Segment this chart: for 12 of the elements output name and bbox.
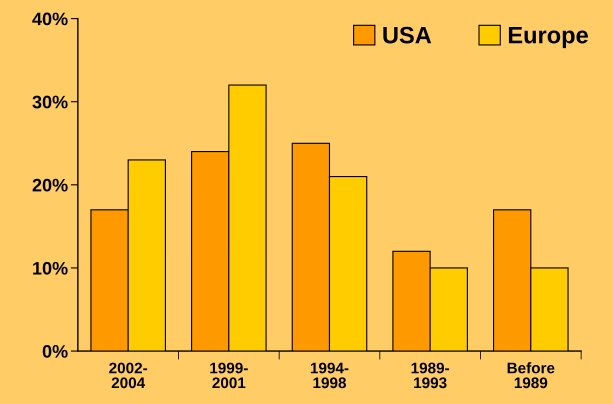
y-tick-label: 10% bbox=[33, 262, 68, 275]
y-tick-label: 0% bbox=[42, 345, 68, 358]
x-tick-label: 1989- 1993 bbox=[412, 362, 450, 388]
x-tick-label: 1994- 1998 bbox=[310, 362, 348, 388]
x-tick-label: 2002- 2004 bbox=[109, 362, 148, 388]
y-tick-label: 40% bbox=[32, 12, 68, 26]
legend-label: Europe bbox=[508, 26, 588, 48]
legend-label: USA bbox=[383, 26, 432, 44]
x-tick-label: Before 1989 bbox=[508, 362, 554, 388]
x-tick-label: 1999- 2001 bbox=[210, 362, 248, 388]
y-tick-label: 20% bbox=[32, 178, 68, 192]
y-tick-label: 30% bbox=[32, 96, 68, 108]
